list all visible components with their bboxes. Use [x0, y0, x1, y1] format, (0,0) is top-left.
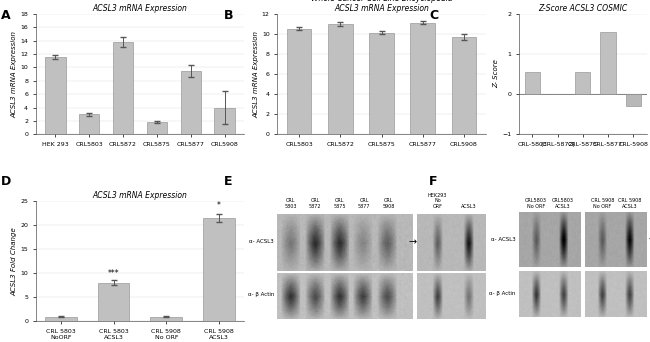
Text: α- β Actin: α- β Actin: [248, 292, 274, 298]
Y-axis label: ACSL3 mRNA Expression: ACSL3 mRNA Expression: [253, 30, 259, 118]
Text: CRL
5875: CRL 5875: [333, 198, 346, 209]
Text: ACSL3: ACSL3: [461, 204, 476, 209]
Bar: [151, 317, 182, 321]
Text: HEK293
No
ORF: HEK293 No ORF: [428, 193, 447, 209]
Bar: [46, 317, 77, 321]
Text: CRL 5908
ACSL3: CRL 5908 ACSL3: [618, 198, 642, 209]
Text: F: F: [429, 175, 437, 188]
Bar: [79, 114, 99, 134]
Text: CRL5803
No ORF: CRL5803 No ORF: [525, 198, 547, 209]
Text: *: *: [217, 201, 221, 210]
Bar: [98, 283, 129, 321]
Text: CRL
5877: CRL 5877: [358, 198, 370, 209]
Bar: [452, 37, 476, 134]
Bar: [328, 24, 353, 134]
Bar: [287, 29, 311, 134]
Bar: [369, 33, 394, 134]
Text: B: B: [224, 9, 234, 22]
Title: ACSL3 mRNA Expression: ACSL3 mRNA Expression: [92, 191, 187, 200]
Bar: [575, 72, 590, 94]
Bar: [626, 94, 641, 106]
Text: D: D: [1, 175, 12, 188]
Title: Z-Score ACSL3 COSMIC: Z-Score ACSL3 COSMIC: [538, 4, 627, 13]
Text: CRL
5908: CRL 5908: [382, 198, 395, 209]
Bar: [46, 57, 66, 134]
Y-axis label: ACSL3 Fold Change: ACSL3 Fold Change: [12, 227, 18, 295]
Text: α- ACSL3: α- ACSL3: [250, 239, 274, 244]
Bar: [113, 42, 133, 134]
Y-axis label: Z- Score: Z- Score: [493, 60, 499, 89]
Text: CRL5803
ACSL3: CRL5803 ACSL3: [552, 198, 574, 209]
Bar: [181, 71, 201, 134]
Title: Whole Cancer Cell Line Encyclopedia
ACSL3 mRNA Expression: Whole Cancer Cell Line Encyclopedia ACSL…: [311, 0, 452, 13]
Text: CRL
5872: CRL 5872: [309, 198, 322, 209]
Text: ***: ***: [108, 269, 120, 278]
Title: ACSL3 mRNA Expression: ACSL3 mRNA Expression: [92, 4, 187, 13]
Text: CRL
5803: CRL 5803: [285, 198, 297, 209]
Text: ←: ←: [648, 234, 650, 245]
Text: C: C: [429, 9, 438, 22]
Bar: [410, 23, 435, 134]
Bar: [147, 122, 167, 134]
Text: CRL 5908
No ORF: CRL 5908 No ORF: [591, 198, 614, 209]
Bar: [525, 72, 540, 94]
Text: α- β Actin: α- β Actin: [489, 291, 515, 296]
Bar: [214, 108, 235, 134]
Text: →: →: [409, 237, 417, 247]
Text: A: A: [1, 9, 11, 22]
Bar: [601, 32, 616, 94]
Y-axis label: ACSL3 mRNA Expression: ACSL3 mRNA Expression: [12, 30, 18, 118]
Bar: [203, 218, 235, 321]
Text: α- ACSL3: α- ACSL3: [491, 237, 515, 242]
Text: E: E: [224, 175, 233, 188]
